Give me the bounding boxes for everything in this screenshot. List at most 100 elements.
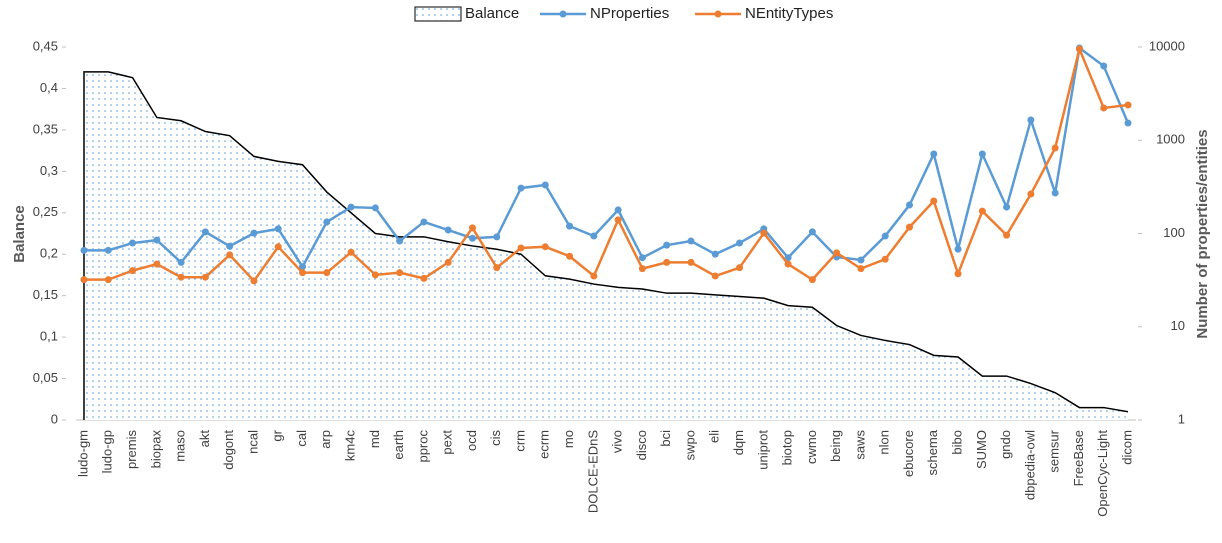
point	[663, 241, 671, 249]
y2-tick-label: 10000	[1149, 38, 1185, 53]
point	[274, 243, 282, 251]
point	[711, 250, 719, 258]
point	[833, 249, 841, 257]
point	[638, 265, 646, 273]
point	[857, 265, 865, 273]
x-tick-label: earth	[391, 430, 406, 460]
x-tick-label: cal	[294, 430, 309, 447]
point	[104, 276, 112, 284]
point	[881, 255, 889, 263]
y2-tick-label: 1	[1178, 411, 1185, 426]
point	[784, 254, 792, 262]
point	[1027, 190, 1035, 198]
point	[1100, 104, 1108, 112]
point	[930, 197, 938, 205]
x-tick-label: ecrm	[537, 430, 552, 459]
point	[153, 236, 161, 244]
point	[517, 244, 525, 252]
point	[1075, 45, 1083, 53]
legend-marker	[559, 10, 567, 18]
y2-tick-label: 1000	[1156, 132, 1185, 147]
point	[808, 276, 816, 284]
point	[250, 277, 258, 285]
point	[468, 224, 476, 232]
x-tick-label: saws	[852, 430, 867, 460]
point	[614, 216, 622, 224]
x-tick-label: eli	[707, 430, 722, 443]
x-tick-label: ebucore	[901, 430, 916, 477]
x-tick-label: OpenCyc-Light	[1095, 430, 1110, 517]
point	[1051, 189, 1059, 197]
x-tick-label: DOLCE-EDnS	[585, 430, 600, 513]
x-tick-label: dogont	[221, 430, 236, 470]
x-tick-label: ludo-gm	[75, 430, 90, 477]
y-axis-title: Balance	[11, 205, 28, 263]
y2-tick-label: 100	[1163, 225, 1185, 240]
y-tick-label: 0,4	[40, 80, 58, 95]
legend-label: NEntityTypes	[745, 5, 833, 22]
point	[1003, 231, 1011, 239]
x-tick-label: crm	[512, 430, 527, 452]
point	[129, 267, 137, 275]
point	[541, 181, 549, 189]
point	[687, 258, 695, 266]
x-tick-label: pext	[440, 430, 455, 455]
x-tick-label: bci	[658, 430, 673, 447]
x-tick-label: uniprot	[755, 430, 770, 470]
x-tick-label: SUMO	[974, 430, 989, 469]
x-tick-label: swpo	[682, 430, 697, 460]
y2-axis-title: Number of properties/entities	[1194, 129, 1211, 338]
x-tick-label: dicom	[1119, 430, 1134, 465]
point	[760, 229, 768, 237]
point	[347, 203, 355, 211]
point	[978, 150, 986, 158]
x-tick-label: cwmo	[804, 430, 819, 464]
x-tick-label: schema	[925, 429, 940, 475]
point	[323, 218, 331, 226]
y-tick-label: 0,35	[33, 121, 58, 136]
x-tick-label: mo	[561, 430, 576, 448]
x-tick-label: cis	[488, 430, 503, 446]
point	[371, 271, 379, 279]
y-tick-label: 0,1	[40, 329, 58, 344]
area	[84, 71, 1128, 420]
point	[80, 246, 88, 254]
y-tick-label: 0,3	[40, 163, 58, 178]
point	[347, 248, 355, 256]
y-tick-label: 0,15	[33, 287, 58, 302]
point	[468, 234, 476, 242]
x-tick-label: arp	[318, 430, 333, 449]
point	[1051, 144, 1059, 152]
point	[104, 246, 112, 254]
point	[274, 225, 282, 233]
legend-label: NProperties	[590, 5, 669, 22]
x-tick-label: ncal	[245, 430, 260, 454]
line	[84, 45, 1130, 270]
point	[444, 258, 452, 266]
point	[396, 237, 404, 245]
point	[493, 233, 501, 241]
point	[541, 243, 549, 251]
point	[177, 273, 185, 281]
point	[323, 269, 331, 277]
point	[566, 252, 574, 260]
x-tick-label: nlon	[877, 430, 892, 455]
point	[493, 264, 501, 272]
point	[371, 204, 379, 212]
x-tick-label: gr	[270, 429, 285, 441]
point	[808, 228, 816, 236]
point	[226, 251, 234, 259]
x-tick-label: biotop	[780, 430, 795, 465]
point	[1027, 116, 1035, 124]
point	[905, 201, 913, 209]
point	[396, 269, 404, 277]
point	[711, 272, 719, 280]
x-tick-label: being	[828, 430, 843, 462]
x-tick-label: premis	[124, 430, 139, 470]
point	[784, 260, 792, 268]
point	[954, 270, 962, 278]
y2-tick-label: 10	[1171, 318, 1185, 333]
point	[1124, 101, 1132, 109]
point	[177, 258, 185, 266]
